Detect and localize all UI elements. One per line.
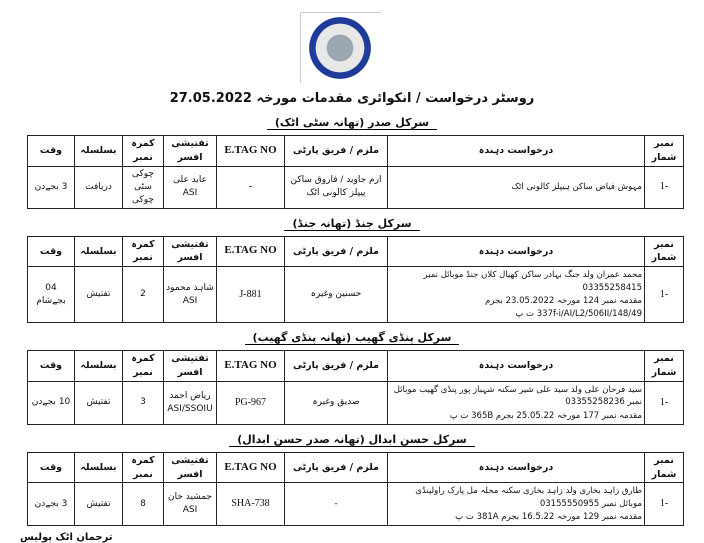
table-header-row: نمبر شمار درخواست دہندہ ملزم / فریق پارٹی E… <box>27 135 684 167</box>
table-header-row: نمبر شمار درخواست دہندہ ملزم / فریق پارٹی E… <box>27 235 684 268</box>
column-header: E.TAG NO <box>216 350 285 382</box>
column-header: نمبر شمار <box>644 451 684 484</box>
officer-cell: جمشید خان ASI <box>163 482 217 527</box>
serial-cell: 1- <box>644 266 684 324</box>
applicant-line: مہوش فیاض ساکن ہیپلز کالونی اٹک <box>511 181 642 192</box>
etag-cell: - <box>216 165 285 209</box>
etag-cell: J-881 <box>216 266 285 324</box>
column-header: تفتیشی افسر <box>163 235 217 268</box>
table-header-row: نمبر شمار درخواست دہندہ ملزم / فریق پارٹی E… <box>27 350 684 382</box>
column-header: بسلسلہ <box>74 135 123 167</box>
table-row: 1- طارق زاہد بخاری ولد زاہد بخاری سکنہ م… <box>27 482 684 527</box>
serial-cell: 1- <box>644 380 684 425</box>
etag-cell: SHA-738 <box>216 482 285 527</box>
column-header: درخواست دہندہ <box>387 235 645 268</box>
section-heading: سرکل پنڈی گھیب (تھانہ پنڈی گھیب) <box>0 329 704 347</box>
column-header: وقت <box>27 235 75 268</box>
room-cell: 8 <box>122 482 164 527</box>
time-cell: 04 بجےشام <box>27 266 75 324</box>
room-cell: 2 <box>122 266 164 324</box>
officer-cell: شاہد محمود ASI <box>163 266 217 324</box>
time-cell: 10 بجےدن <box>27 380 75 425</box>
officer-cell: ریاض احمد ASI/SSOIU <box>163 380 217 425</box>
sections-container: سرکل صدر (تھانہ سٹی اٹک) نمبر شمار درخواست… <box>0 114 704 527</box>
logo-area <box>0 0 704 84</box>
column-header: E.TAG NO <box>216 135 285 167</box>
roster-table: نمبر شمار درخواست دہندہ ملزم / فریق پارٹی E… <box>27 235 684 324</box>
section-heading-text: سرکل پنڈی گھیب (تھانہ پنڈی گھیب) <box>244 331 460 346</box>
accused-cell: ارم جاوید / فاروق ساکن پیپلز کالونی اٹک <box>284 165 388 209</box>
column-header: بسلسلہ <box>74 350 123 382</box>
column-header: بسلسلہ <box>74 451 123 484</box>
applicant-line: محمد عمران ولد جنگ بہادر ساکن کھیال کلاں… <box>423 270 642 293</box>
section-heading: سرکل جنڈ (تھانہ جنڈ) <box>0 215 704 233</box>
section-heading: سرکل حسن ابدال (تھانہ صدر حسن ابدال) <box>0 431 704 449</box>
page-title: روسٹر درخواست / انکوائری مقدمات مورخہ 27… <box>169 91 535 106</box>
footer-signature: ترجمان اٹک پولیس <box>20 532 700 543</box>
section-heading-text: سرکل صدر (تھانہ سٹی اٹک) <box>266 116 438 130</box>
column-header: درخواست دہندہ <box>387 451 645 484</box>
column-header: وقت <box>27 350 75 382</box>
column-header: درخواست دہندہ <box>387 135 645 167</box>
column-header: ملزم / فریق پارٹی <box>284 235 388 268</box>
column-header: وقت <box>27 135 75 167</box>
table-header-row: نمبر شمار درخواست دہندہ ملزم / فریق پارٹی E… <box>27 451 684 484</box>
etag-cell: PG-967 <box>216 380 285 425</box>
column-header: کمرہ نمبر <box>122 135 164 167</box>
table-row: 1- مہوش فیاض ساکن ہیپلز کالونی اٹک ارم ج… <box>27 165 684 209</box>
applicant-cell: محمد عمران ولد جنگ بہادر ساکن کھیال کلاں… <box>387 266 645 324</box>
purpose-cell: تفتیش <box>74 482 123 527</box>
time-cell: 3 بجےدن <box>27 482 75 527</box>
applicant-line: مقدمہ نمبر 124 مورخہ 23.05.2022 بجرم <box>485 295 642 306</box>
column-header: درخواست دہندہ <box>387 350 645 382</box>
applicant-cell: طارق زاہد بخاری ولد زاہد بخاری سکنہ محلہ… <box>387 482 645 527</box>
column-header: تفتیشی افسر <box>163 350 217 382</box>
room-cell: چوکی سٹی چوکی <box>122 165 164 209</box>
accused-cell: - <box>284 482 388 527</box>
officer-cell: عابد علی ASI <box>163 165 217 209</box>
table-row: 1- سید فرحان علی ولد سید علی شیر سکنہ شہ… <box>27 380 684 425</box>
applicant-cell: مہوش فیاض ساکن ہیپلز کالونی اٹک <box>387 165 645 209</box>
section-heading-text: سرکل حسن ابدال (تھانہ صدر حسن ابدال) <box>229 432 475 447</box>
police-seal-icon <box>309 17 371 79</box>
roster-table: نمبر شمار درخواست دہندہ ملزم / فریق پارٹی E… <box>27 135 684 209</box>
column-header: ملزم / فریق پارٹی <box>284 451 388 484</box>
applicant-line: مقدمہ نمبر 129 مورخہ 16.5.22 بجرم 381A ت… <box>455 512 642 523</box>
accused-cell: صدیق وغیرہ <box>284 380 388 425</box>
applicant-line: مقدمہ نمبر 177 مورخہ 25.05.22 بجرم 365B … <box>449 410 642 421</box>
applicant-line: سید فرحان علی ولد سید علی شیر سکنہ شہباز… <box>393 384 642 408</box>
column-header: کمرہ نمبر <box>122 235 164 268</box>
column-header: نمبر شمار <box>644 235 684 268</box>
column-header: تفتیشی افسر <box>163 451 217 484</box>
serial-cell: 1- <box>644 165 684 209</box>
column-header: ملزم / فریق پارٹی <box>284 350 388 382</box>
column-header: تفتیشی افسر <box>163 135 217 167</box>
column-header: نمبر شمار <box>644 350 684 382</box>
column-header: E.TAG NO <box>216 451 285 484</box>
purpose-cell: تفتیش <box>74 266 123 324</box>
column-header: ملزم / فریق پارٹی <box>284 135 388 167</box>
column-header: وقت <box>27 451 75 484</box>
section-heading: سرکل صدر (تھانہ سٹی اٹک) <box>0 114 704 132</box>
table-row: 1- محمد عمران ولد جنگ بہادر ساکن کھیال ک… <box>27 266 684 324</box>
column-header: E.TAG NO <box>216 235 285 268</box>
purpose-cell: دریافت <box>74 165 123 209</box>
footer-text: ترجمان اٹک پولیس <box>20 532 113 543</box>
roster-table: نمبر شمار درخواست دہندہ ملزم / فریق پارٹی E… <box>27 350 684 425</box>
column-header: کمرہ نمبر <box>122 350 164 382</box>
purpose-cell: تفتیش <box>74 380 123 425</box>
roster-table: نمبر شمار درخواست دہندہ ملزم / فریق پارٹی E… <box>27 451 684 527</box>
applicant-line: 337f-i/AI/L2/506II/148/49 ت پ <box>515 309 642 320</box>
applicant-cell: سید فرحان علی ولد سید علی شیر سکنہ شہباز… <box>387 380 645 425</box>
column-header: نمبر شمار <box>644 135 684 167</box>
police-logo <box>300 12 381 83</box>
column-header: بسلسلہ <box>74 235 123 268</box>
accused-cell: حسنین وغیرہ <box>284 266 388 324</box>
room-cell: 3 <box>122 380 164 425</box>
time-cell: 3 بجےدن <box>27 165 75 209</box>
applicant-line: طارق زاہد بخاری ولد زاہد بخاری سکنہ محلہ… <box>415 486 642 509</box>
serial-cell: 1- <box>644 482 684 527</box>
column-header: کمرہ نمبر <box>122 451 164 484</box>
section-heading-text: سرکل جنڈ (تھانہ جنڈ) <box>284 216 420 231</box>
